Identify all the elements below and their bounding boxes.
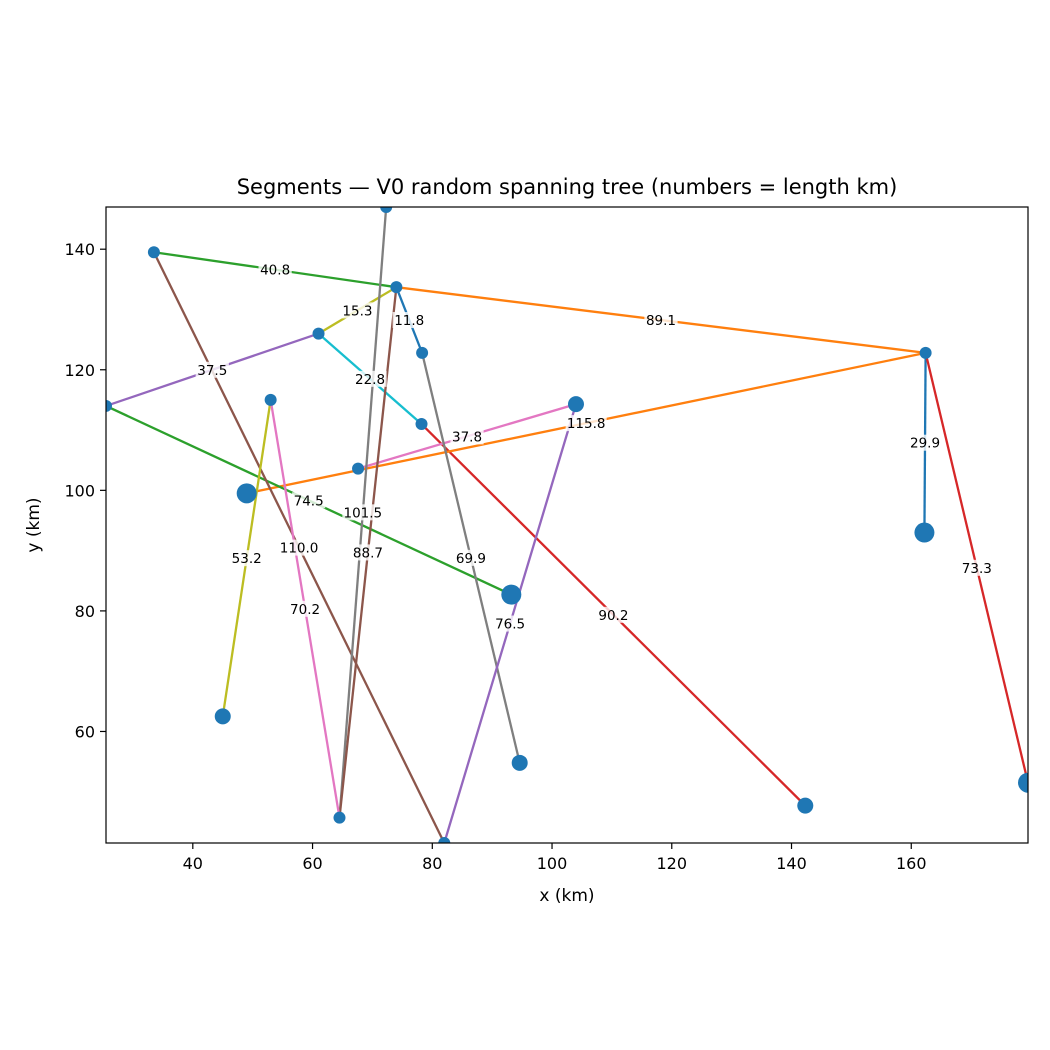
y-tick-label: 120 [64,361,95,380]
segment-label-background [493,615,527,632]
node-point [567,396,584,413]
node-point [797,797,814,814]
segment-length-label: 53.2 [232,551,262,567]
segment-length-label: 69.9 [456,551,486,567]
y-tick-label: 80 [75,602,95,621]
segment-length-label: 70.2 [290,602,320,618]
segment-length-label: 90.2 [598,608,628,624]
segment-length-label: 89.1 [646,313,676,329]
node-point [511,754,528,771]
y-tick-label: 60 [75,722,95,741]
node-point [438,837,451,843]
segment-label-background [292,492,326,509]
segment-length-label: 40.8 [260,263,290,279]
segment-length-label: 22.8 [355,372,385,388]
segment-label-background [340,302,375,319]
segment-label-background [278,539,320,556]
segment-label-background [565,415,607,432]
segment-label-background [596,606,630,623]
segment-length-label: 37.8 [452,429,482,445]
segment-length-label: 76.5 [495,617,525,633]
segment-label-background [908,434,942,451]
segment-length-label: 110.0 [280,541,319,557]
segment-length-label: 74.5 [294,493,324,509]
axes: 40 60 80 100 120 140 160 60 80 100 120 140 [64,206,1029,873]
node-point [333,811,346,824]
segment-label-background [195,361,229,378]
node-point [380,207,393,213]
segment-length-label: 11.8 [394,313,424,329]
x-tick-label: 40 [183,854,203,873]
segment-label-background [450,428,484,445]
node-point [415,418,428,431]
plot-frame [105,206,1029,844]
node-point [1018,772,1028,793]
segment-length-label: 101.5 [344,505,383,521]
segment-length-label: 115.8 [567,416,606,432]
segment-label-background [353,370,387,387]
x-tick-label: 120 [656,854,687,873]
x-tick-label: 100 [537,854,568,873]
plot-area: 40.8 89.1 15.3 11.8 37.5 22.8 90.2 37.8 115.8 29.… [106,207,1028,843]
node-point [106,399,112,412]
segment-length-label: 15.3 [342,303,372,319]
segment-label-background [454,549,488,566]
segment-length-label: 29.9 [910,436,940,452]
y-tick-label: 100 [64,481,95,500]
node-point [914,522,935,543]
x-tick-label: 80 [422,854,442,873]
node-point [390,281,403,294]
node-point [236,483,257,504]
y-axis-label: y (km) [24,497,44,552]
x-axis-label: x (km) [539,886,594,906]
segment-length-label: 73.3 [962,561,992,577]
node-point [501,584,522,605]
node-point [416,346,429,359]
segment-length-label: 37.5 [197,363,227,379]
node-point [214,708,231,725]
segment-label-background [342,504,384,521]
x-tick-label: 160 [896,854,927,873]
node-point [312,327,325,340]
node-point [264,393,277,406]
segment-label-background [230,550,264,567]
y-tick-label: 140 [64,240,95,259]
node-point [919,346,932,359]
segment-length-label: 88.7 [353,545,383,561]
segment-label-background [258,261,292,278]
segment-label-background [960,559,994,576]
segment-label-background [288,600,322,617]
x-tick-label: 60 [302,854,322,873]
chart-title: Segments — V0 random spanning tree (numb… [237,175,898,199]
plot-content: 40.8 89.1 15.3 11.8 37.5 22.8 90.2 37.8 115.8 29.… [106,207,1028,843]
node-point [147,246,160,259]
node-point [352,462,365,475]
segment-label-background [392,312,426,329]
segment-label-background [351,544,385,561]
segment-label-background [644,312,678,329]
x-tick-label: 140 [776,854,807,873]
